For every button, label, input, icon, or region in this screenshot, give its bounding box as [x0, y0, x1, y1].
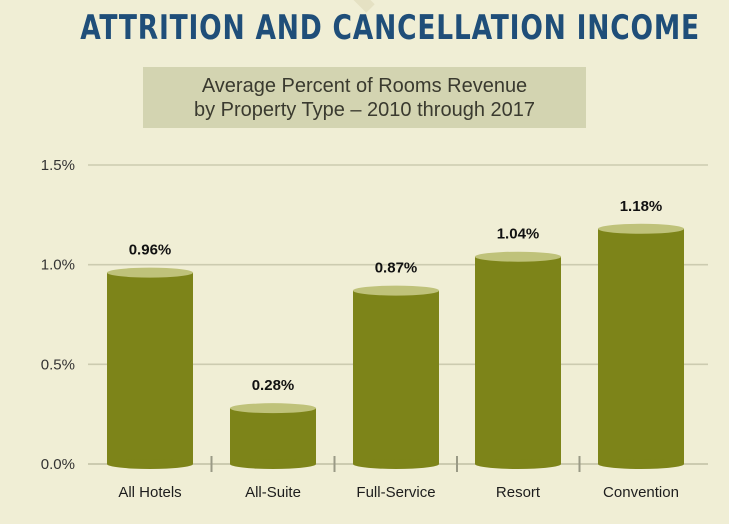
data-label: 1.04%: [497, 226, 540, 243]
y-tick-label: 1.0%: [41, 257, 75, 274]
bar: [598, 228, 684, 464]
bar-top: [107, 267, 193, 278]
y-tick-label: 0.5%: [41, 356, 75, 373]
bar-base: [230, 459, 316, 469]
bar-top: [475, 251, 561, 262]
bar: [353, 290, 439, 464]
x-category-label: All-Suite: [245, 484, 301, 501]
x-category-label: Full-Service: [356, 484, 435, 501]
data-label: 0.28%: [252, 377, 295, 394]
y-tick-label: 0.0%: [41, 456, 75, 473]
bar-top: [230, 403, 316, 414]
bar: [230, 408, 316, 464]
data-label: 0.96%: [129, 242, 172, 259]
data-label: 1.18%: [620, 198, 663, 215]
bar-base: [353, 459, 439, 469]
page-title: ATTRITION AND CANCELLATION INCOME: [80, 8, 700, 48]
subtitle-box: Average Percent of Rooms Revenue by Prop…: [143, 67, 586, 128]
bar-base: [107, 459, 193, 469]
bar-top: [598, 223, 684, 234]
x-category-label: Resort: [496, 484, 541, 501]
bar-top: [353, 285, 439, 296]
label-layer: 0.0% 0.5% 1.0% 1.5% 0.96% All Hotels 0.28% All-…: [41, 157, 679, 501]
y-tick-label: 1.5%: [41, 157, 75, 174]
bar-base: [598, 459, 684, 469]
subtitle-line-1: Average Percent of Rooms Revenue: [201, 75, 528, 97]
bar: [107, 272, 193, 464]
bar-base: [475, 459, 561, 469]
x-category-label: All Hotels: [118, 484, 181, 501]
bar-layer: [107, 223, 684, 469]
bar: [475, 256, 561, 464]
subtitle-line-2: by Property Type – 2010 through 2017: [194, 99, 535, 121]
data-label: 0.87%: [375, 260, 418, 277]
x-category-label: Convention: [603, 484, 679, 501]
